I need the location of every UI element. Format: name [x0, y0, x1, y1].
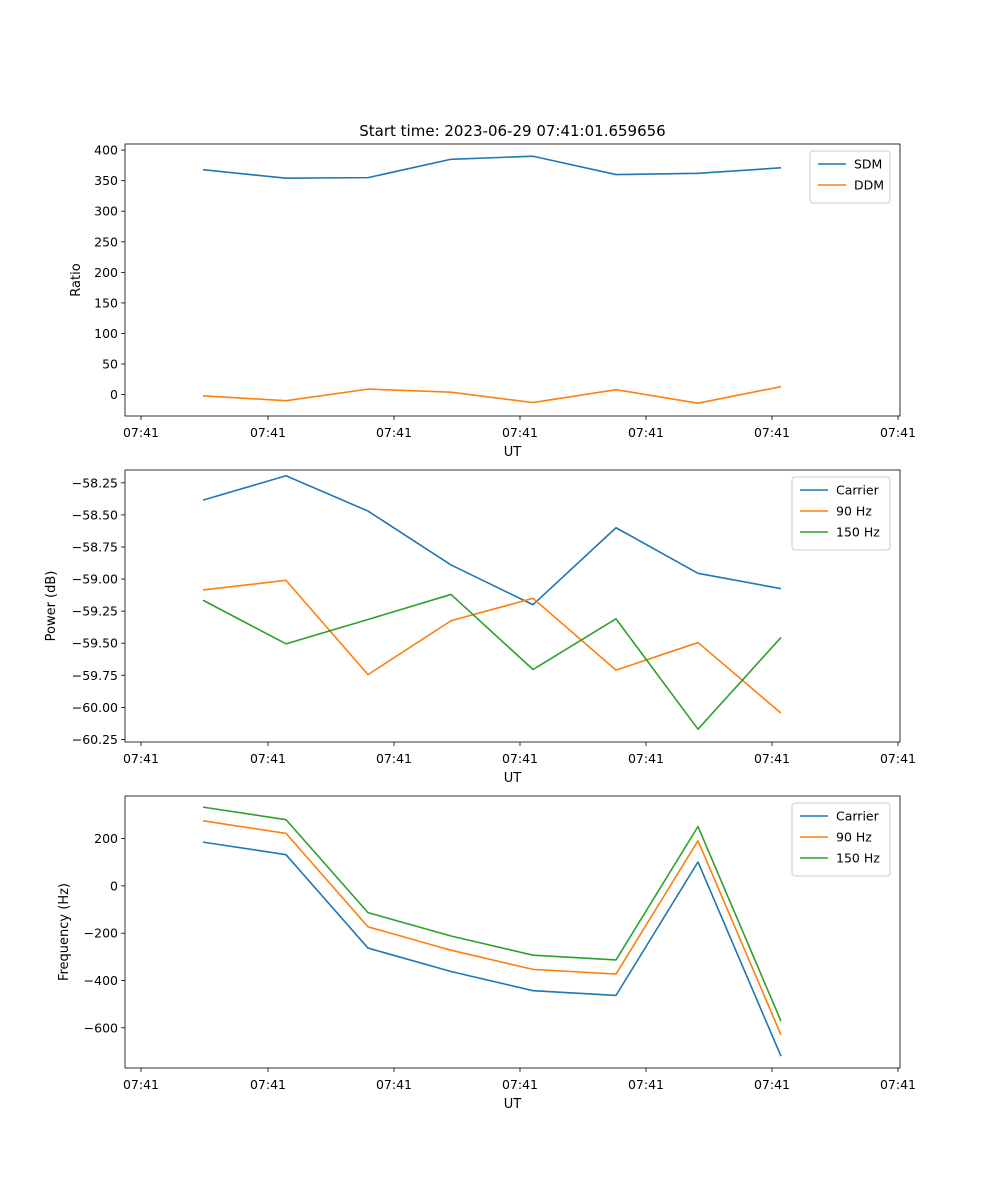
series-line-ddm: [202, 385, 782, 404]
axes-frame: [124, 795, 901, 1069]
legend-label: 90 Hz: [836, 504, 872, 519]
y-tick-label: −59.00: [72, 572, 118, 587]
axes-frame: [124, 143, 901, 417]
legend: Carrier 90 Hz 150 Hz: [791, 476, 891, 551]
y-tick-label: −58.25: [72, 475, 118, 490]
x-axis-label: UT: [504, 1097, 522, 1112]
y-axis-label: Ratio: [69, 263, 84, 296]
x-tick-label: 07:41: [250, 751, 286, 766]
y-tick-label: −60.00: [72, 700, 118, 715]
series-line-carrier: [202, 474, 782, 606]
x-tick-label: 07:41: [628, 425, 664, 440]
series-line-90-hz: [202, 579, 782, 714]
x-tick-label: 07:41: [123, 751, 159, 766]
y-tick-label: 250: [94, 234, 118, 249]
y-tick-label: −60.25: [72, 732, 118, 747]
x-tick-label: 07:41: [376, 751, 412, 766]
x-tick-label: 07:41: [123, 425, 159, 440]
x-tick-label: 07:41: [250, 1077, 286, 1092]
x-tick-label: 07:41: [502, 751, 538, 766]
x-tick-label: 07:41: [502, 425, 538, 440]
y-tick-label: 200: [94, 265, 118, 280]
x-tick-label: 07:41: [754, 1077, 790, 1092]
legend: Carrier 90 Hz 150 Hz: [791, 802, 891, 877]
chart-panel-1: 0 50 100 150 200 250 300 350 400 07:41 07:41 07:41 0…: [69, 143, 916, 460]
y-tick-label: 0: [110, 878, 118, 893]
axes-frame: [124, 469, 901, 743]
x-axis-label: UT: [504, 771, 522, 786]
y-tick-label: −400: [84, 973, 118, 988]
y-tick-label: −59.25: [72, 604, 118, 619]
legend-label: 150 Hz: [836, 525, 880, 540]
x-tick-label: 07:41: [628, 751, 664, 766]
series-line-90-hz: [202, 820, 782, 1036]
x-tick-label: 07:41: [880, 425, 916, 440]
series-line-sdm: [202, 155, 782, 180]
chart-panel-2: −60.25 −60.00 −59.75 −59.50 −59.25 −59.00 −58.…: [44, 469, 916, 786]
series-line-150-hz: [202, 593, 782, 730]
panels: 0 50 100 150 200 250 300 350 400 07:41 07:41 07:41 0…: [44, 143, 916, 1112]
y-tick-label: 50: [102, 357, 118, 372]
x-axis-label: UT: [504, 445, 522, 460]
y-tick-label: 200: [94, 831, 118, 846]
y-tick-label: 300: [94, 204, 118, 219]
legend-label: Carrier: [836, 483, 880, 498]
y-tick-label: 350: [94, 173, 118, 188]
y-axis-label: Power (dB): [44, 571, 59, 642]
legend-label: Carrier: [836, 809, 880, 824]
legend-label: 90 Hz: [836, 830, 872, 845]
x-tick-label: 07:41: [376, 425, 412, 440]
chart-panel-3: −600 −400 −200 0 200 07:41 07:41 07:41 07:41 07:4…: [57, 795, 916, 1112]
legend-label: 150 Hz: [836, 851, 880, 866]
legend: SDM DDM: [809, 150, 891, 204]
legend-label: SDM: [854, 157, 882, 172]
y-axis-label: Frequency (Hz): [57, 883, 72, 981]
series-line-150-hz: [202, 806, 782, 1022]
y-tick-label: −59.50: [72, 636, 118, 651]
x-tick-label: 07:41: [754, 751, 790, 766]
y-tick-label: −58.50: [72, 507, 118, 522]
x-tick-label: 07:41: [502, 1077, 538, 1092]
series-line-carrier: [202, 841, 782, 1057]
y-tick-label: −200: [84, 926, 118, 941]
y-tick-label: 150: [94, 295, 118, 310]
y-tick-label: −59.75: [72, 668, 118, 683]
legend-label: DDM: [854, 178, 884, 193]
x-tick-label: 07:41: [123, 1077, 159, 1092]
x-tick-label: 07:41: [880, 751, 916, 766]
figure-title: Start time: 2023-06-29 07:41:01.659656: [359, 122, 665, 140]
x-tick-label: 07:41: [376, 1077, 412, 1092]
y-tick-label: 100: [94, 326, 118, 341]
y-tick-label: −58.75: [72, 539, 118, 554]
x-tick-label: 07:41: [250, 425, 286, 440]
x-tick-label: 07:41: [754, 425, 790, 440]
x-tick-label: 07:41: [628, 1077, 664, 1092]
y-tick-label: −600: [84, 1020, 118, 1035]
x-tick-label: 07:41: [880, 1077, 916, 1092]
y-tick-label: 400: [94, 143, 118, 158]
y-tick-label: 0: [110, 387, 118, 402]
